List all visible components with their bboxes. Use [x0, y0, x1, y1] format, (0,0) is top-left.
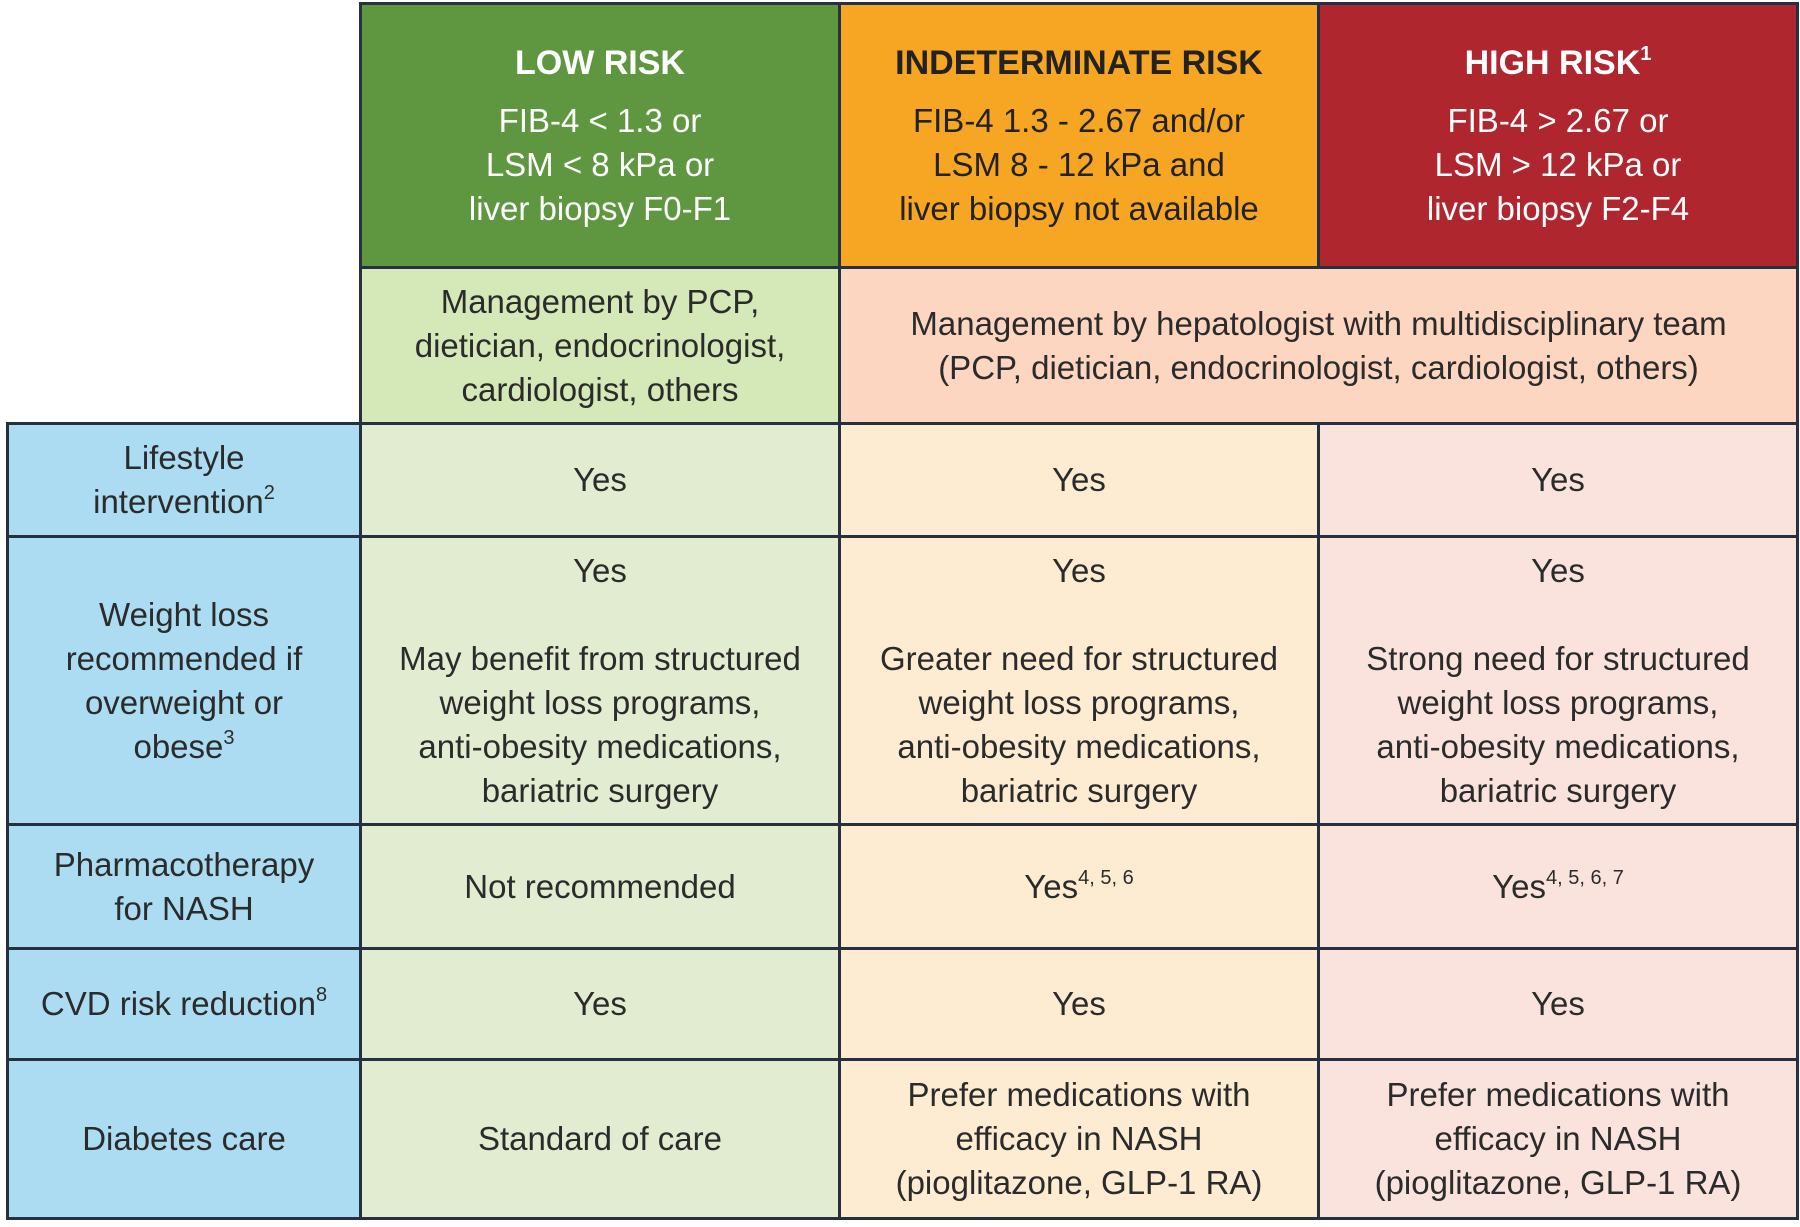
cell-text: Yes4, 5, 6	[1024, 866, 1134, 905]
row-label-text: Weight loss	[99, 595, 269, 633]
row-label-text: CVD risk reduction8	[40, 984, 328, 1022]
superscript: 8	[315, 984, 328, 1006]
cell-text: bariatric surgery	[960, 771, 1198, 809]
cell-text: anti-obesity medications,	[418, 727, 782, 765]
table-cell: Prefer medications with efficacy in NASH (…	[838, 1058, 1320, 1220]
risk-criteria: FIB-4 1.3 - 2.67 and/or	[912, 101, 1245, 139]
cell-text: anti-obesity medications,	[1376, 727, 1740, 765]
row-label: Weight loss recommended if overweight or ob…	[6, 535, 362, 826]
risk-criteria: LSM < 8 kPa or	[485, 145, 715, 183]
superscript: 1	[1640, 42, 1652, 65]
cell-text: efficacy in NASH	[1434, 1120, 1682, 1157]
management-cell: Management by PCP, dietician, endocrinolo…	[359, 266, 841, 425]
row-label-text: Pharmacotherapy	[53, 845, 315, 883]
cell-text: Yes	[573, 985, 627, 1022]
cell-text: efficacy in NASH	[955, 1120, 1203, 1157]
cell-text: Yes	[1531, 551, 1585, 589]
cell-text: weight loss programs,	[439, 683, 761, 721]
table-cell: Yes	[838, 422, 1320, 538]
superscript: 3	[223, 726, 235, 749]
cell-text: Prefer medications with	[1386, 1076, 1730, 1113]
risk-criteria: liver biopsy F2-F4	[1426, 189, 1690, 227]
table-cell: Not recommended	[359, 823, 841, 950]
cell-text: Prefer medications with	[907, 1076, 1251, 1113]
table-cell: Prefer medications with efficacy in NASH (…	[1317, 1058, 1799, 1220]
cell-text: Yes	[1052, 551, 1106, 589]
cell-text: Yes	[1052, 461, 1106, 498]
cell-text: weight loss programs,	[1397, 683, 1719, 721]
cell-text: bariatric surgery	[1439, 771, 1677, 809]
cell-text: Yes	[573, 461, 627, 498]
cell-text: Not recommended	[464, 867, 736, 905]
management-text: cardiologist, others	[461, 370, 739, 408]
superscript: 4, 5, 6	[1078, 866, 1134, 889]
table-cell: Yes	[1317, 947, 1799, 1061]
row-label-text: for NASH	[114, 889, 254, 927]
cell-text: Standard of care	[478, 1120, 722, 1157]
cell-text: (pioglitazone, GLP-1 RA)	[1374, 1164, 1742, 1201]
row-label-text: overweight or	[84, 683, 284, 721]
table-cell: Yes	[359, 947, 841, 1061]
management-text: (PCP, dietician, endocrinologist, cardio…	[938, 348, 1699, 386]
cell-text: (pioglitazone, GLP-1 RA)	[895, 1164, 1263, 1201]
row-label-text: Diabetes care	[82, 1120, 286, 1157]
cell-text: bariatric surgery	[481, 771, 719, 809]
cell-text: anti-obesity medications,	[897, 727, 1261, 765]
risk-header: INDETERMINATE RISK FIB-4 1.3 - 2.67 and/o…	[838, 2, 1320, 269]
risk-criteria: liver biopsy not available	[899, 189, 1259, 227]
table-cell: Standard of care	[359, 1058, 841, 1220]
risk-header: LOW RISK FIB-4 < 1.3 or LSM < 8 kPa or live…	[359, 2, 841, 269]
row-label-text: intervention2	[93, 482, 275, 520]
risk-criteria: FIB-4 < 1.3 or	[498, 101, 702, 139]
row-label: Diabetes care	[6, 1058, 362, 1220]
row-label-text: Lifestyle	[123, 439, 245, 476]
table-cell: Yes	[1317, 422, 1799, 538]
table-cell: Yes	[838, 947, 1320, 1061]
row-label: Pharmacotherapy for NASH	[6, 823, 362, 950]
risk-criteria: liver biopsy F0-F1	[468, 189, 732, 227]
cell-text: Yes	[1052, 985, 1106, 1022]
risk-criteria: FIB-4 > 2.67 or	[1447, 101, 1669, 139]
cell-text: Greater need for structured	[879, 639, 1279, 677]
management-text: dietician, endocrinologist,	[414, 326, 786, 364]
cell-text: May benefit from structured	[399, 639, 801, 677]
row-label-text: obese3	[133, 726, 235, 765]
superscript: 2	[263, 482, 275, 504]
row-label: Lifestyle intervention2	[6, 422, 362, 538]
row-label: CVD risk reduction8	[6, 947, 362, 1061]
risk-title: HIGH RISK1	[1464, 42, 1652, 82]
management-text: Management by hepatologist with multidis…	[910, 304, 1727, 342]
cell-text: Yes	[1531, 461, 1585, 498]
risk-header: HIGH RISK1 FIB-4 > 2.67 or LSM > 12 kPa or…	[1317, 2, 1799, 269]
cell-text: Strong need for structured	[1366, 639, 1750, 677]
management-cell: Management by hepatologist with multidis…	[838, 266, 1799, 425]
table-cell: Yes	[359, 422, 841, 538]
risk-title: LOW RISK	[515, 43, 685, 82]
cell-text: weight loss programs,	[918, 683, 1240, 721]
cell-text: Yes4, 5, 6, 7	[1492, 866, 1624, 905]
risk-title: INDETERMINATE RISK	[895, 43, 1263, 82]
table-cell: Yes May benefit from structured weight los…	[359, 535, 841, 826]
cell-text: Yes	[1531, 985, 1585, 1022]
table-cell: Yes4, 5, 6	[838, 823, 1320, 950]
table-cell: Yes4, 5, 6, 7	[1317, 823, 1799, 950]
cell-text: Yes	[573, 551, 627, 589]
risk-criteria: LSM 8 - 12 kPa and	[933, 145, 1225, 183]
risk-criteria: LSM > 12 kPa or	[1434, 145, 1682, 183]
row-label-text: recommended if	[65, 639, 303, 677]
table-cell: Yes Greater need for structured weight los…	[838, 535, 1320, 826]
superscript: 4, 5, 6, 7	[1546, 866, 1624, 889]
management-text: Management by PCP,	[440, 282, 760, 320]
table-cell: Yes Strong need for structured weight loss…	[1317, 535, 1799, 826]
